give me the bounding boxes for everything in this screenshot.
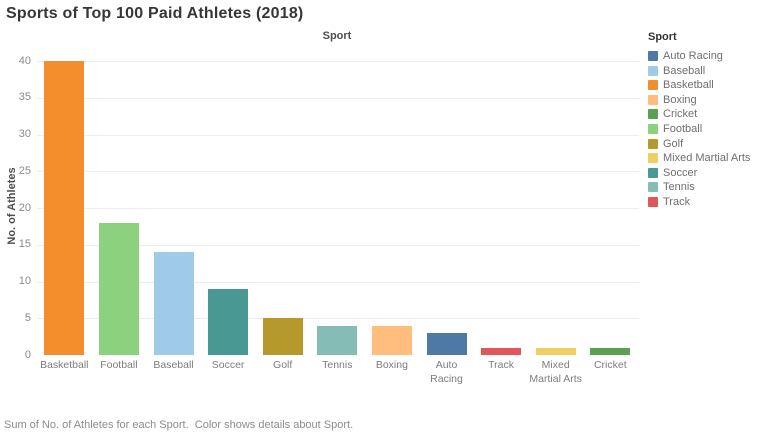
y-tick-label-30: 30 — [18, 128, 31, 140]
x-tick-label-baseball: Baseball — [153, 359, 194, 371]
bar-boxing[interactable] — [371, 325, 412, 355]
bar-basketball[interactable] — [44, 61, 85, 355]
legend-item-basketball[interactable]: Basketball — [648, 78, 714, 92]
gridline-y-10 — [37, 281, 639, 283]
y-tick-label-0: 0 — [24, 348, 31, 361]
page-title: Sports of Top 100 Paid Athletes (2018) — [6, 5, 304, 22]
legend-swatch-icon — [648, 109, 658, 120]
bar-auto-racing[interactable] — [426, 332, 467, 355]
gridline-y-20 — [37, 208, 639, 209]
legend-swatch-icon — [648, 51, 658, 61]
legend-item-golf[interactable]: Golf — [648, 137, 683, 151]
y-tick-label-15: 15 — [18, 238, 31, 251]
gridline-y-40 — [37, 61, 639, 62]
legend-item-label: Baseball — [663, 64, 706, 77]
bar-mixed-martial-arts[interactable] — [535, 347, 576, 355]
legend-item-label: Football — [663, 123, 703, 135]
legend-item-label: Golf — [663, 137, 684, 150]
x-tick-label-soccer: Soccer — [211, 359, 245, 371]
y-tick-label-10: 10 — [18, 275, 31, 287]
gridline-y-30 — [37, 134, 639, 136]
bar-soccer[interactable] — [208, 288, 249, 355]
column-field-header: Sport — [322, 30, 352, 42]
y-tick-label-40: 40 — [18, 54, 31, 67]
legend-swatch-icon — [648, 124, 658, 134]
legend-item-label: Tennis — [663, 181, 695, 194]
legend-item-football[interactable]: Football — [648, 122, 702, 136]
x-tick-label-cricket: Cricket — [593, 359, 627, 371]
bar-football[interactable] — [98, 222, 139, 355]
y-tick-label-5: 5 — [24, 311, 31, 324]
x-tick-label-mixed-martial-arts: Mixed Martial Arts — [529, 359, 582, 385]
legend-item-label: Soccer — [663, 166, 698, 179]
gridline-y-15 — [37, 244, 639, 246]
legend-swatch-icon — [648, 138, 658, 149]
legend-item-cricket[interactable]: Cricket — [648, 107, 697, 121]
legend-item-label: Cricket — [663, 108, 698, 121]
legend-item-soccer[interactable]: Soccer — [648, 166, 697, 180]
legend-swatch-icon — [648, 167, 658, 178]
gridline-y-25 — [37, 171, 639, 173]
x-tick-label-basketball: Basketball — [40, 359, 89, 371]
legend-swatch-icon — [648, 182, 658, 193]
bar-baseball[interactable] — [153, 252, 194, 355]
legend-swatch-icon — [648, 80, 658, 91]
legend-swatch-icon — [648, 65, 658, 76]
legend-item-label: Mixed Martial Arts — [663, 152, 751, 165]
y-tick-label-20: 20 — [18, 201, 31, 214]
bar-tennis[interactable] — [317, 325, 358, 355]
legend-item-mixed-martial-arts[interactable]: Mixed Martial Arts — [648, 151, 750, 165]
x-tick-label-boxing: Boxing — [375, 359, 408, 371]
legend-item-track[interactable]: Track — [648, 195, 690, 209]
legend-swatch-icon — [648, 94, 658, 105]
legend-item-baseball[interactable]: Baseball — [648, 64, 705, 78]
bar-track[interactable] — [481, 347, 522, 355]
x-tick-label-football: Football — [100, 359, 138, 371]
legend-title: Sport — [648, 31, 677, 43]
legend-swatch-icon — [648, 153, 658, 164]
bar-cricket[interactable] — [590, 347, 631, 355]
bar-golf[interactable] — [262, 318, 303, 355]
legend-swatch-icon — [648, 197, 658, 207]
x-tick-label-track: Track — [488, 359, 515, 371]
y-tick-label-25: 25 — [18, 164, 31, 177]
chart-caption: Sum of No. of Athletes for each Sport. C… — [4, 419, 354, 431]
legend-item-auto-racing[interactable]: Auto Racing — [648, 49, 723, 63]
gridline-y-5 — [37, 318, 639, 320]
x-tick-label-auto-racing: Auto Racing — [430, 359, 463, 385]
x-tick-label-golf: Golf — [273, 359, 293, 371]
gridline-y-35 — [37, 97, 639, 99]
legend-item-boxing[interactable]: Boxing — [648, 93, 697, 107]
legend-item-label: Boxing — [663, 93, 697, 106]
legend-item-label: Auto Racing — [663, 50, 723, 62]
legend-item-label: Track — [663, 196, 691, 208]
legend-item-tennis[interactable]: Tennis — [648, 180, 695, 194]
y-tick-label-35: 35 — [18, 91, 31, 104]
legend-item-label: Basketball — [663, 79, 714, 92]
x-tick-label-tennis: Tennis — [322, 359, 353, 371]
